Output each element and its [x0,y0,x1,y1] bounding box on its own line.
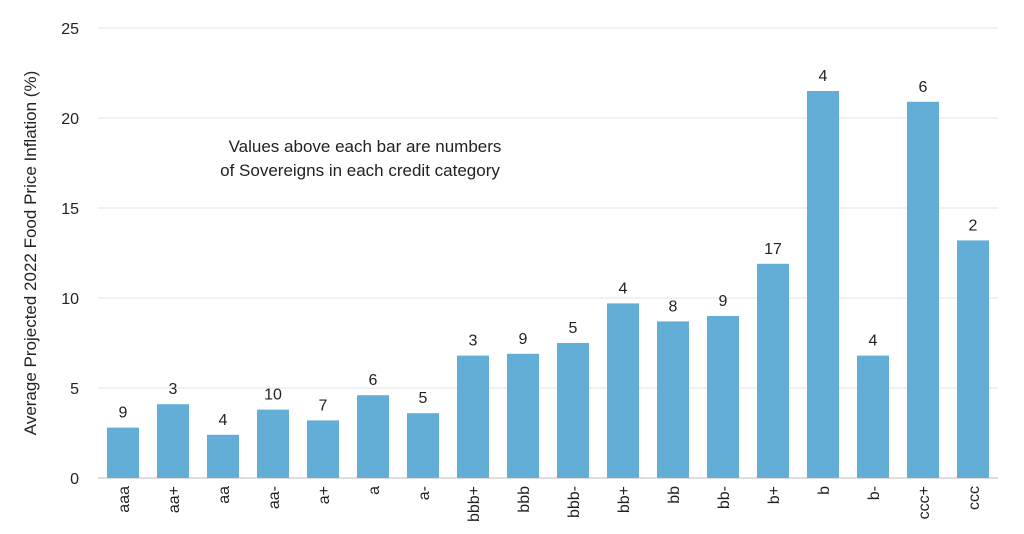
x-tick-label: bb [666,486,683,504]
x-tick-label: a- [416,486,433,500]
x-tick-label: b- [866,486,883,500]
data-label: 4 [619,280,628,297]
y-axis-ticks: 0 5 10 15 20 25 [61,21,79,488]
y-tick-label: 0 [70,471,79,488]
gridlines [98,27,998,389]
x-tick-label: ccc [966,486,983,510]
x-tick-label: bbb- [566,486,583,518]
data-label: 10 [264,387,282,404]
y-tick-label: 15 [61,201,79,218]
data-label: 7 [319,397,328,414]
x-tick-label: aa- [266,486,283,509]
x-tick-label: aaa [116,486,133,513]
bar [657,321,689,478]
data-label: 6 [919,79,928,96]
data-label: 5 [419,390,428,407]
data-label: 9 [119,405,128,422]
x-tick-label: aa [216,486,233,504]
bar [707,316,739,478]
x-tick-label: ccc+ [916,486,933,519]
bar [607,303,639,478]
annotation-line-2: of Sovereigns in each credit category [220,161,500,180]
bar [207,434,239,478]
bars [107,91,989,479]
bar [107,427,139,478]
bar [257,409,289,478]
data-label: 3 [169,381,178,398]
data-label: 2 [969,217,978,234]
y-tick-label: 5 [70,381,79,398]
x-tick-label: a [366,486,383,495]
bar [957,240,989,478]
bar [507,353,539,478]
bar [807,91,839,478]
x-tick-label: bb+ [616,486,633,513]
x-tick-label: aa+ [166,486,183,513]
data-label: 5 [569,320,578,337]
data-label: 9 [519,331,528,348]
bar [457,355,489,478]
data-label: 17 [764,241,782,258]
y-tick-label: 20 [61,111,79,128]
x-tick-label: b [816,486,833,495]
bar [857,355,889,478]
bar [907,101,939,479]
bar [357,395,389,478]
bar [557,343,589,478]
data-label: 4 [219,412,228,429]
annotation-line-1: Values above each bar are numbers [229,137,502,156]
bar [307,420,339,478]
bar [407,413,439,478]
data-label: 8 [669,298,678,315]
data-label: 4 [819,68,828,85]
x-axis-ticks: aaa aa+ aa aa-a+ a a-bbb+ bbb bbb-bb+ bb bb-b+ b b-… [116,486,983,522]
y-tick-label: 10 [61,291,79,308]
data-label: 9 [719,293,728,310]
x-tick-label: bbb [516,486,533,513]
data-label: 4 [869,333,878,350]
bar [757,263,789,478]
data-label: 3 [469,333,478,350]
x-tick-label: bbb+ [466,486,483,522]
x-tick-label: a+ [316,486,333,504]
x-tick-label: b+ [766,486,783,504]
x-tick-label: bb- [716,486,733,509]
y-tick-label: 25 [61,21,79,38]
data-label: 6 [369,372,378,389]
y-axis-label: Average Projected 2022 Food Price Inflat… [21,71,40,435]
bar [157,404,189,478]
data-labels: 9 3 4 10 7 6 5 3 9 5 4 8 9 17 4 4 6 2 [119,68,978,429]
